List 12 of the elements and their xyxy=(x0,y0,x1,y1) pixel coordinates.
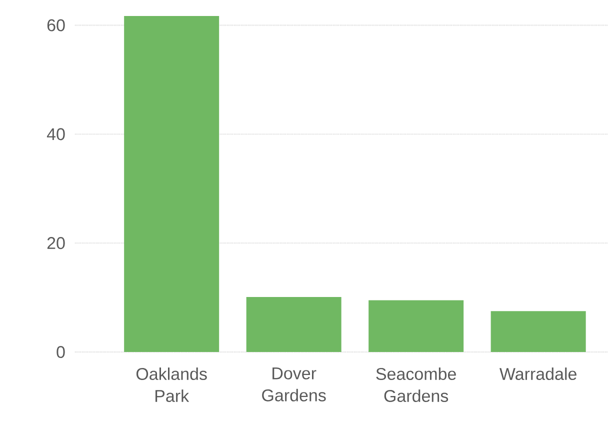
bar xyxy=(124,16,220,352)
x-tick-label: Seacombe Gardens xyxy=(376,368,456,402)
x-tick-label: Oaklands Park xyxy=(136,368,207,402)
bar xyxy=(246,296,342,352)
y-tick-label: 40 xyxy=(46,128,65,140)
x-tick-label: Dover Gardens xyxy=(262,368,326,402)
y-tick-label: 0 xyxy=(56,346,65,358)
y-tick-label: 20 xyxy=(47,237,65,250)
bar xyxy=(368,300,464,352)
y-tick-label: 60 xyxy=(47,19,65,32)
x-tick-label: Warradale xyxy=(500,368,576,380)
bar xyxy=(490,311,586,352)
